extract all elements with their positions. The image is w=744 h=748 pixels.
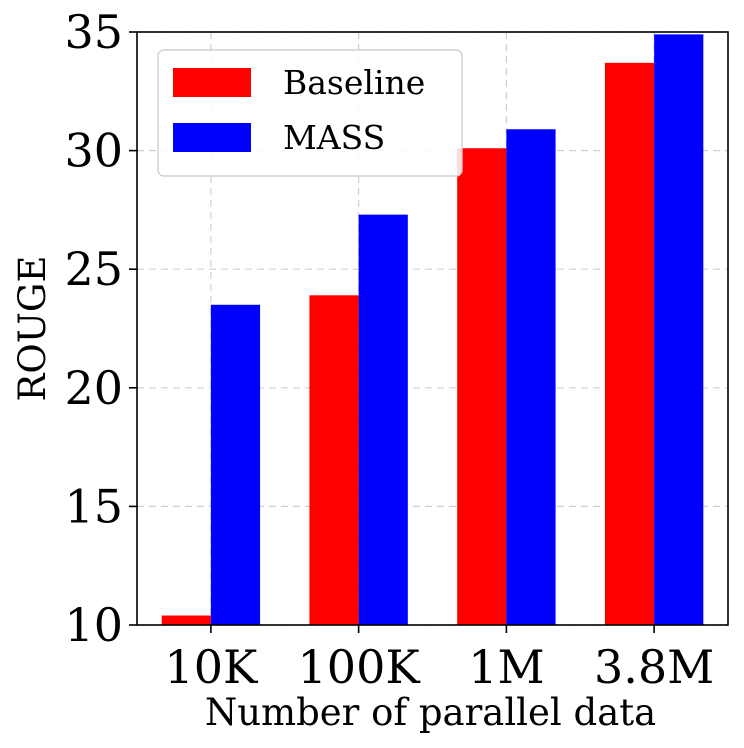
bar-baseline-100k — [309, 295, 359, 625]
y-tick-label: 35 — [64, 5, 123, 59]
x-tick-labels: 10K 100K 1M 3.8M — [164, 625, 714, 694]
y-tick-label: 10 — [64, 598, 123, 652]
plot-frame — [136, 31, 729, 626]
legend-label-baseline: Baseline — [283, 63, 425, 102]
x-tick-label: 3.8M — [594, 640, 714, 694]
bars — [161, 34, 704, 626]
bar-mass-100k — [358, 214, 408, 626]
bar-baseline-1m — [457, 148, 507, 625]
y-tick-labels: 10 15 20 25 30 35 — [64, 5, 137, 652]
x-axis-label: Number of parallel data — [205, 691, 656, 734]
x-tick-label: 10K — [164, 640, 259, 694]
x-tick-label: 100K — [298, 640, 422, 694]
legend-swatch-baseline — [173, 68, 251, 97]
bar-mass-10k — [210, 304, 261, 625]
y-tick-label: 30 — [64, 124, 123, 178]
bar-baseline-3.8m — [604, 62, 655, 625]
bar-mass-3.8m — [654, 34, 704, 625]
legend-label-mass: MASS — [283, 118, 385, 157]
bar-mass-1m — [506, 129, 556, 625]
bar-baseline-10k — [161, 615, 211, 625]
legend-swatch-mass — [173, 123, 251, 152]
y-tick-label: 25 — [64, 242, 123, 296]
legend: Baseline MASS — [157, 49, 463, 177]
x-tick-label: 1M — [468, 640, 544, 694]
y-tick-label: 20 — [64, 361, 123, 415]
y-tick-label: 15 — [64, 479, 123, 533]
y-axis-label: ROUGE — [11, 256, 54, 402]
